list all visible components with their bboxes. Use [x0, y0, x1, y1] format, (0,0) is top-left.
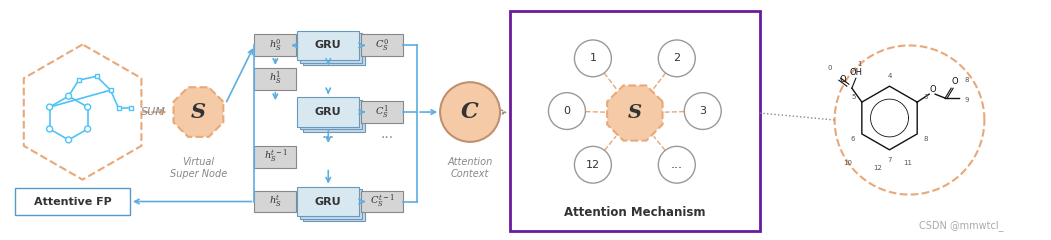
Text: $h_S^{t-1}$: $h_S^{t-1}$: [264, 148, 287, 165]
Text: 3: 3: [924, 94, 928, 100]
Text: $h_S^0$: $h_S^0$: [269, 38, 282, 53]
Text: SUM: SUM: [141, 107, 166, 117]
Text: ...: ...: [671, 158, 683, 171]
Text: 12: 12: [585, 160, 600, 170]
Text: ...: ...: [322, 127, 335, 141]
Bar: [117, 106, 121, 110]
Text: $h_S^t$: $h_S^t$: [269, 194, 282, 209]
Circle shape: [658, 40, 696, 77]
Text: 6: 6: [851, 136, 856, 142]
Circle shape: [85, 126, 90, 132]
FancyBboxPatch shape: [297, 30, 359, 60]
Circle shape: [440, 82, 500, 142]
Bar: [128, 106, 132, 110]
Text: 0: 0: [827, 65, 832, 71]
Polygon shape: [607, 85, 662, 141]
Text: O: O: [840, 75, 846, 84]
Text: Virtual
Super Node: Virtual Super Node: [170, 157, 227, 179]
Circle shape: [65, 137, 71, 143]
FancyBboxPatch shape: [362, 191, 404, 212]
Text: 10: 10: [843, 160, 852, 166]
Circle shape: [46, 104, 53, 110]
Text: 1: 1: [590, 53, 596, 63]
Text: O: O: [930, 85, 936, 94]
Text: 7: 7: [887, 157, 891, 163]
Bar: [108, 88, 112, 92]
Circle shape: [85, 104, 90, 110]
Text: C: C: [461, 101, 479, 123]
Circle shape: [65, 93, 71, 99]
Text: CSDN @mmwtcl_: CSDN @mmwtcl_: [920, 220, 1004, 231]
Bar: [95, 74, 99, 78]
Text: $C_S^{t-1}$: $C_S^{t-1}$: [370, 193, 394, 210]
Text: GRU: GRU: [315, 40, 342, 50]
Text: Attentive FP: Attentive FP: [34, 197, 111, 207]
FancyBboxPatch shape: [304, 102, 365, 132]
Text: Attention
Context: Attention Context: [448, 157, 493, 179]
FancyBboxPatch shape: [301, 33, 363, 63]
Text: 1: 1: [858, 61, 862, 67]
Circle shape: [549, 93, 585, 129]
Circle shape: [684, 93, 721, 129]
FancyBboxPatch shape: [304, 36, 365, 65]
Text: 4: 4: [887, 73, 891, 79]
Text: $h_S^1$: $h_S^1$: [269, 70, 282, 87]
FancyBboxPatch shape: [362, 101, 404, 123]
FancyBboxPatch shape: [304, 192, 365, 222]
FancyBboxPatch shape: [297, 97, 359, 127]
Text: ...: ...: [380, 127, 394, 141]
FancyBboxPatch shape: [362, 35, 404, 56]
Text: $C_S^0$: $C_S^0$: [375, 38, 389, 53]
Circle shape: [575, 40, 612, 77]
Text: 11: 11: [903, 160, 912, 166]
FancyBboxPatch shape: [254, 68, 296, 90]
FancyBboxPatch shape: [301, 100, 363, 129]
Text: 3: 3: [699, 106, 706, 116]
FancyBboxPatch shape: [254, 146, 296, 168]
Text: GRU: GRU: [315, 107, 342, 117]
FancyBboxPatch shape: [301, 189, 363, 219]
FancyBboxPatch shape: [15, 188, 130, 216]
Text: OH: OH: [849, 68, 863, 77]
Circle shape: [46, 126, 53, 132]
Text: $C_S^1$: $C_S^1$: [375, 103, 389, 121]
FancyBboxPatch shape: [254, 191, 296, 212]
FancyBboxPatch shape: [297, 187, 359, 216]
Text: 5: 5: [851, 94, 856, 100]
Text: O: O: [952, 77, 959, 86]
Text: GRU: GRU: [315, 197, 342, 207]
Text: 12: 12: [873, 165, 882, 171]
Text: 9: 9: [965, 97, 969, 103]
Circle shape: [658, 146, 696, 183]
Circle shape: [575, 146, 612, 183]
Text: S: S: [191, 102, 206, 122]
Polygon shape: [173, 87, 224, 137]
FancyBboxPatch shape: [510, 11, 760, 231]
Bar: [77, 78, 81, 82]
Text: 8: 8: [965, 77, 969, 83]
FancyBboxPatch shape: [254, 35, 296, 56]
Text: 8: 8: [924, 136, 928, 142]
Text: 0: 0: [563, 106, 571, 116]
Text: 2: 2: [674, 53, 680, 63]
Text: Attention Mechanism: Attention Mechanism: [564, 206, 705, 219]
Text: S: S: [627, 104, 642, 122]
